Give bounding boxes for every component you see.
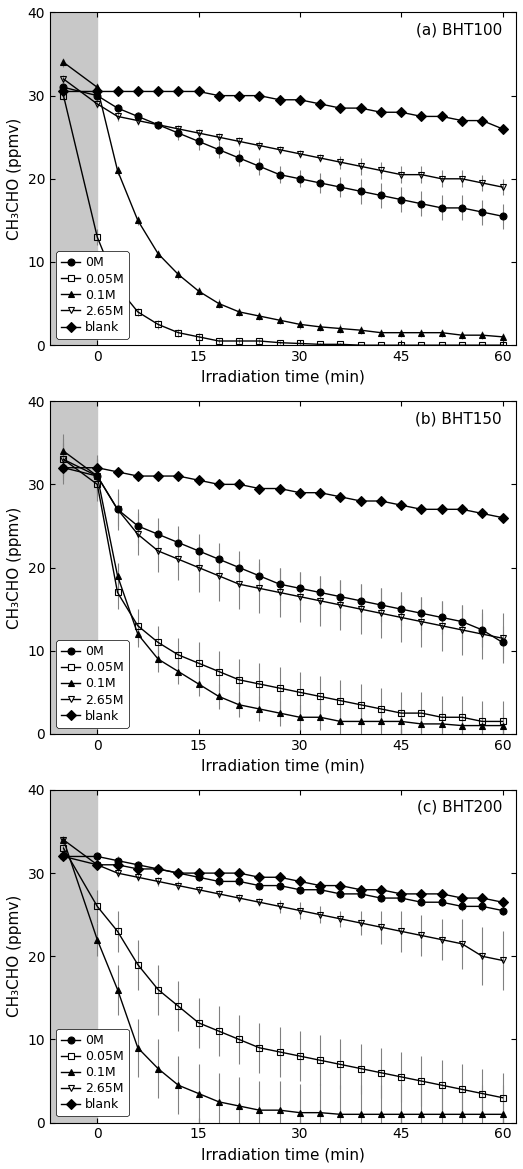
X-axis label: Irradiation time (min): Irradiation time (min) <box>201 1147 365 1162</box>
Text: (a) BHT100: (a) BHT100 <box>416 22 502 37</box>
X-axis label: Irradiation time (min): Irradiation time (min) <box>201 369 365 385</box>
Text: (c) BHT200: (c) BHT200 <box>417 800 502 815</box>
Y-axis label: CH₃CHO (ppmv): CH₃CHO (ppmv) <box>7 895 22 1017</box>
X-axis label: Irradiation time (min): Irradiation time (min) <box>201 759 365 774</box>
Text: (b) BHT150: (b) BHT150 <box>415 411 502 427</box>
Bar <box>50 790 97 1122</box>
Legend: 0M, 0.05M, 0.1M, 2.65M, blank: 0M, 0.05M, 0.1M, 2.65M, blank <box>56 1029 129 1116</box>
Bar <box>50 13 97 345</box>
Y-axis label: CH₃CHO (ppmv): CH₃CHO (ppmv) <box>7 506 22 629</box>
Legend: 0M, 0.05M, 0.1M, 2.65M, blank: 0M, 0.05M, 0.1M, 2.65M, blank <box>56 251 129 339</box>
Bar <box>50 401 97 734</box>
Y-axis label: CH₃CHO (ppmv): CH₃CHO (ppmv) <box>7 118 22 240</box>
Legend: 0M, 0.05M, 0.1M, 2.65M, blank: 0M, 0.05M, 0.1M, 2.65M, blank <box>56 641 129 727</box>
